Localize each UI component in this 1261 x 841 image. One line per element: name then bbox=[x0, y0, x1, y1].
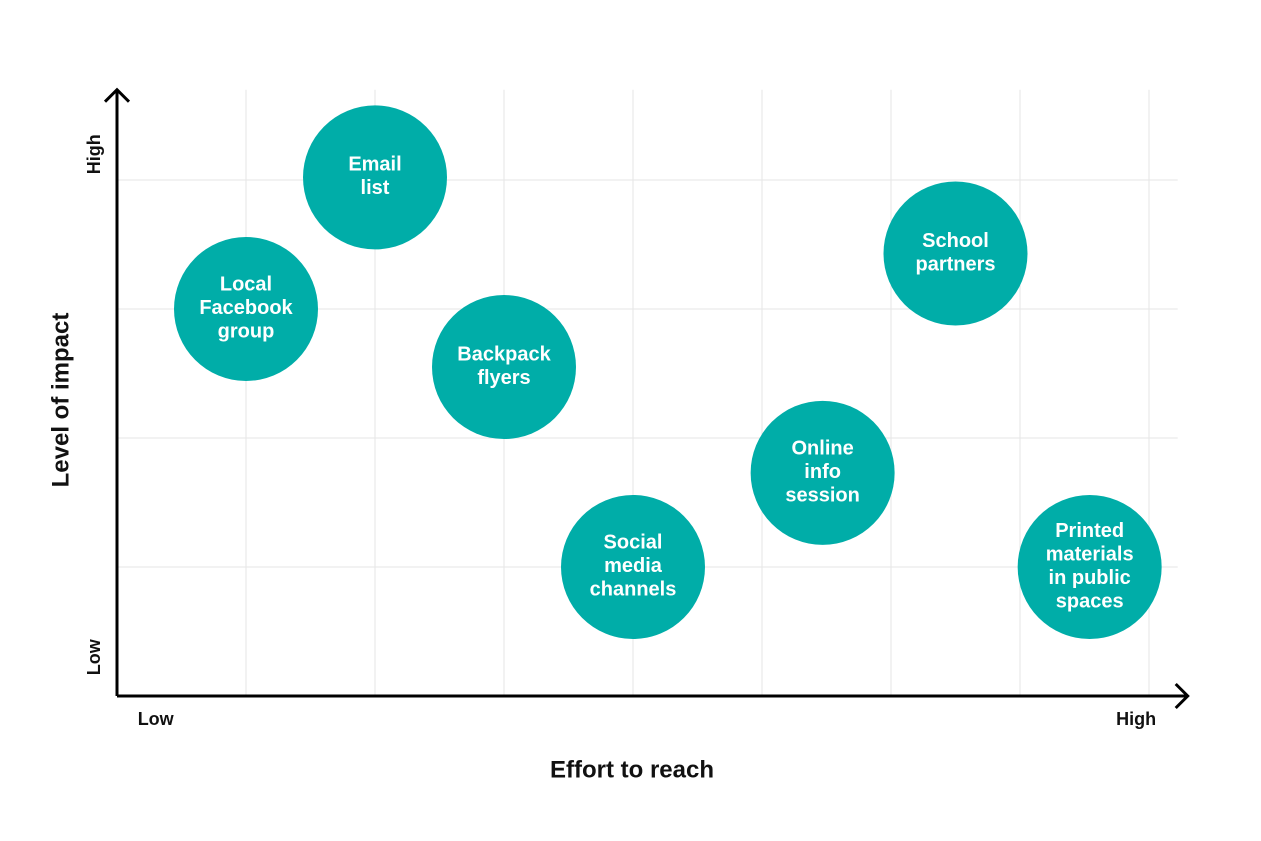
y-tick-label: Low bbox=[84, 638, 104, 675]
x-tick-label: High bbox=[1116, 709, 1156, 729]
y-tick-label: High bbox=[84, 134, 104, 174]
bubble-label-line: in public bbox=[1049, 567, 1131, 589]
y-axis-title: Level of impact bbox=[47, 313, 74, 488]
bubble-label-line: Backpack bbox=[457, 344, 551, 366]
bubble-label: Social media channels bbox=[590, 532, 677, 601]
bubble-label-line: media bbox=[604, 555, 663, 577]
bubble-label: School partners bbox=[915, 230, 995, 276]
bubble-label-line: Facebook bbox=[199, 297, 293, 319]
bubble-label-line: session bbox=[785, 485, 859, 507]
bubble-label-line: spaces bbox=[1056, 591, 1124, 613]
bubble-label-line: Online bbox=[792, 438, 854, 460]
bubble-label: Online info session bbox=[785, 438, 859, 507]
bubble-label-line: Email bbox=[348, 154, 401, 176]
bubble-label: Printed materials in public spaces bbox=[1046, 520, 1134, 613]
bubble-label-line: Printed bbox=[1055, 520, 1124, 542]
bubble-label-line: materials bbox=[1046, 544, 1134, 566]
bubble-label-line: School bbox=[922, 230, 989, 252]
y-axis bbox=[103, 87, 131, 696]
bubble bbox=[432, 295, 576, 440]
x-tick-label: Low bbox=[138, 709, 175, 729]
bubble-label-line: Social bbox=[604, 532, 663, 554]
bubble-label: Backpack flyers bbox=[457, 344, 551, 390]
bubble-label-line: partners bbox=[915, 254, 995, 276]
x-axis-title: Effort to reach bbox=[550, 756, 714, 783]
bubble bbox=[303, 105, 447, 250]
bubble-label-line: group bbox=[218, 321, 275, 343]
bubble bbox=[883, 181, 1028, 326]
bubble-label-line: info bbox=[804, 461, 841, 483]
bubble-label-line: Local bbox=[220, 274, 272, 296]
bubble-label-line: channels bbox=[590, 579, 677, 601]
bubble-label-line: flyers bbox=[477, 367, 530, 389]
bubble-label-line: list bbox=[361, 177, 390, 199]
bubble bbox=[750, 400, 895, 545]
bubble bbox=[174, 237, 318, 381]
bubble-label: Email list bbox=[348, 154, 401, 200]
bubble-label: Local Facebook group bbox=[199, 274, 293, 343]
bubble bbox=[561, 495, 705, 639]
x-axis bbox=[117, 682, 1190, 710]
bubble bbox=[1017, 495, 1162, 639]
